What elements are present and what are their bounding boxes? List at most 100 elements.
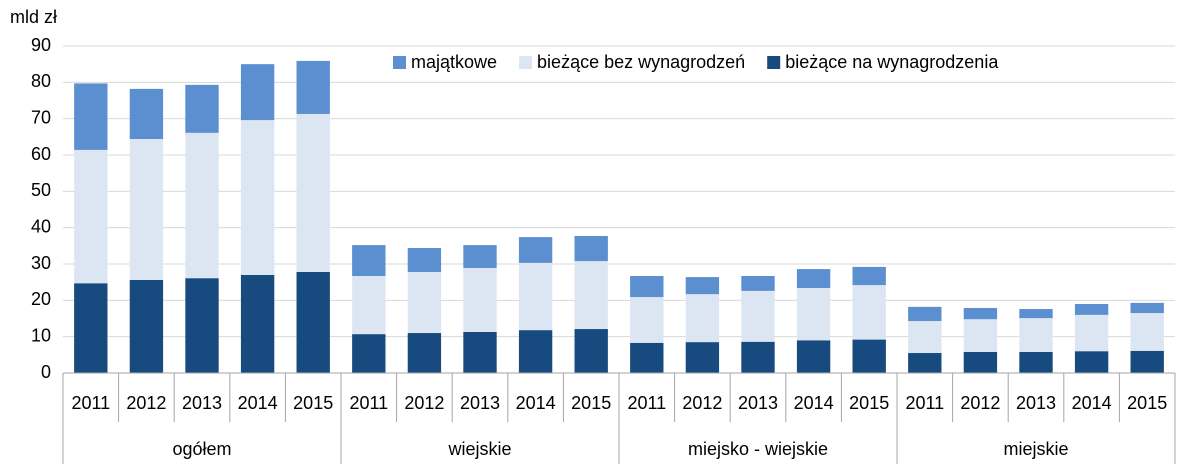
x-tick-label: 2012 (126, 393, 166, 413)
x-tick-label: 2015 (571, 393, 611, 413)
bar-segment (630, 275, 664, 298)
legend-swatch (393, 56, 406, 69)
bar-segment (185, 84, 219, 133)
x-tick-label: 2014 (516, 393, 556, 413)
bar-segment (852, 285, 886, 340)
bar-segment (74, 283, 108, 373)
y-axis-label: mld zł (10, 7, 57, 27)
legend-label: bieżące na wynagrodzenia (785, 52, 999, 72)
y-tick-label: 60 (31, 144, 51, 164)
bar-segment (129, 88, 164, 140)
bar-segment (518, 237, 553, 263)
bar-segment (352, 245, 386, 276)
y-tick-label: 50 (31, 180, 51, 200)
legend-swatch (519, 56, 533, 69)
bar-segment (129, 279, 164, 373)
x-tick-label: 2013 (182, 393, 222, 413)
x-tick-label: 2015 (849, 393, 889, 413)
y-tick-label: 40 (31, 216, 51, 236)
group-label: wiejskie (447, 439, 511, 459)
bar-segment (352, 334, 386, 373)
bar-segment (1130, 350, 1164, 373)
bar-segment (852, 266, 886, 286)
bar-segment (1019, 309, 1053, 319)
bar-segment (1074, 303, 1109, 315)
bar-segment (296, 60, 330, 114)
x-tick-label: 2014 (238, 393, 278, 413)
bar-segment (685, 294, 720, 343)
x-tick-label: 2011 (905, 393, 944, 413)
bar-segment (574, 329, 608, 373)
bar-segment (796, 269, 831, 288)
y-tick-label: 80 (31, 71, 51, 91)
x-tick-label: 2015 (293, 393, 333, 413)
x-tick-label: 2014 (794, 393, 834, 413)
bar-segment (574, 261, 608, 330)
bar-segment (1019, 351, 1053, 373)
bar-segment (963, 307, 998, 320)
group-label: ogółem (172, 439, 231, 459)
bar-segment (908, 353, 942, 373)
bar-segment (796, 340, 831, 373)
bar-segment (685, 342, 720, 373)
bar-segment (185, 132, 219, 279)
legend-label: majątkowe (411, 52, 497, 72)
bar-segment (352, 275, 386, 335)
bar-segment (741, 275, 775, 291)
bar-segment (685, 277, 720, 295)
y-tick-label: 0 (41, 362, 51, 382)
bar-segment (963, 319, 998, 352)
bar-segment (908, 321, 942, 354)
group-label: miejsko - wiejskie (688, 439, 828, 459)
x-tick-label: 2011 (349, 393, 388, 413)
x-tick-label: 2011 (627, 393, 666, 413)
bar-segment (908, 306, 942, 322)
y-tick-label: 90 (31, 35, 51, 55)
bar-segment (852, 339, 886, 373)
bar-segment (240, 64, 275, 121)
bar-segment (296, 271, 330, 373)
x-tick-label: 2014 (1072, 393, 1112, 413)
bar-segment (796, 287, 831, 341)
bar-segment (741, 290, 775, 342)
bar-segment (630, 297, 664, 343)
y-tick-label: 30 (31, 253, 51, 273)
x-tick-label: 2012 (960, 393, 1000, 413)
legend-label: bieżące bez wynagrodzeń (537, 52, 745, 72)
bar-segment (574, 236, 608, 262)
bar-segment (185, 278, 219, 373)
bar-segment (296, 113, 330, 272)
bar-segment (963, 351, 998, 373)
bar-segment (1074, 351, 1109, 373)
legend-swatch (767, 56, 781, 69)
x-tick-label: 2015 (1127, 393, 1167, 413)
bar-segment (240, 274, 275, 373)
bar-segment (741, 341, 775, 373)
x-tick-label: 2013 (1016, 393, 1056, 413)
bar-segment (407, 271, 442, 334)
bar-segment (463, 267, 497, 332)
x-tick-label: 2013 (738, 393, 778, 413)
x-tick-label: 2012 (404, 393, 444, 413)
bar-segment (74, 149, 108, 284)
x-tick-label: 2012 (682, 393, 722, 413)
y-tick-label: 20 (31, 289, 51, 309)
bar-segment (518, 330, 553, 373)
bar-segment (1130, 313, 1164, 351)
bar-segment (1130, 302, 1164, 314)
bar-segment (74, 83, 108, 150)
y-tick-label: 10 (31, 325, 51, 345)
bar-segment (1074, 314, 1109, 352)
bar-segment (1019, 318, 1053, 352)
bar-segment (463, 245, 497, 268)
bar-segment (240, 120, 275, 275)
bar-segment (407, 333, 442, 373)
y-tick-label: 70 (31, 107, 51, 127)
bar-segment (463, 331, 497, 373)
x-tick-label: 2011 (71, 393, 110, 413)
group-label: miejskie (1003, 439, 1068, 459)
bar-segment (630, 342, 664, 373)
bar-segment (518, 262, 553, 331)
bar-segment (407, 248, 442, 272)
